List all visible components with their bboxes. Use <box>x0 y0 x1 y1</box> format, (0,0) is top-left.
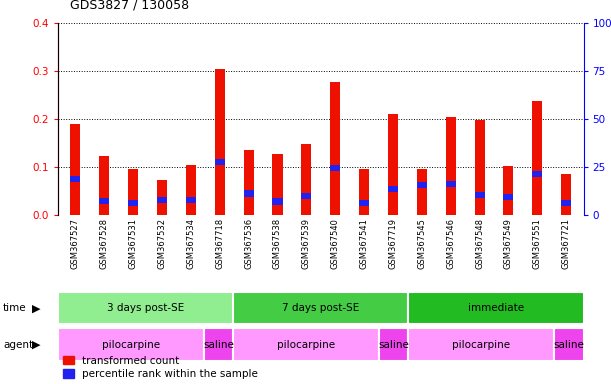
Text: GSM367545: GSM367545 <box>417 218 426 269</box>
Text: GSM367719: GSM367719 <box>389 218 397 269</box>
Text: GSM367546: GSM367546 <box>446 218 455 269</box>
Bar <box>359 169 369 215</box>
Bar <box>445 181 456 187</box>
Bar <box>186 197 196 203</box>
Text: GSM367538: GSM367538 <box>273 218 282 269</box>
Bar <box>214 159 225 166</box>
Bar <box>532 101 543 215</box>
Bar <box>388 185 398 192</box>
Text: immediate: immediate <box>468 303 524 313</box>
Bar <box>70 124 81 215</box>
Text: GSM367540: GSM367540 <box>331 218 340 269</box>
Text: GSM367541: GSM367541 <box>360 218 368 269</box>
Bar <box>445 117 456 215</box>
Text: saline: saline <box>554 339 584 350</box>
Bar <box>301 144 312 215</box>
Text: ▶: ▶ <box>32 339 40 350</box>
Bar <box>532 171 543 177</box>
Text: GSM367548: GSM367548 <box>475 218 484 269</box>
Text: GSM367718: GSM367718 <box>215 218 224 269</box>
Text: 3 days post-SE: 3 days post-SE <box>107 303 185 313</box>
Bar <box>233 328 379 361</box>
Bar <box>214 69 225 215</box>
Bar <box>157 180 167 215</box>
Bar <box>204 328 233 361</box>
Text: agent: agent <box>3 339 33 350</box>
Text: GSM367534: GSM367534 <box>186 218 196 269</box>
Bar <box>503 194 513 200</box>
Bar <box>554 328 584 361</box>
Bar <box>128 169 138 215</box>
Text: GSM367528: GSM367528 <box>100 218 109 269</box>
Text: saline: saline <box>378 339 409 350</box>
Bar <box>273 154 282 215</box>
Text: GSM367721: GSM367721 <box>562 218 571 269</box>
Text: pilocarpine: pilocarpine <box>102 339 160 350</box>
Bar <box>379 328 408 361</box>
Bar <box>330 82 340 215</box>
Legend: transformed count, percentile rank within the sample: transformed count, percentile rank withi… <box>64 356 258 379</box>
Bar <box>330 165 340 171</box>
Bar <box>157 197 167 203</box>
Bar <box>301 193 312 199</box>
Bar <box>58 292 233 324</box>
Bar <box>70 176 81 182</box>
Bar <box>561 174 571 215</box>
Text: GDS3827 / 130058: GDS3827 / 130058 <box>70 0 189 12</box>
Bar <box>408 328 554 361</box>
Bar <box>359 200 369 206</box>
Bar <box>417 182 427 189</box>
Bar <box>99 197 109 204</box>
Text: GSM367539: GSM367539 <box>302 218 311 269</box>
Text: GSM367551: GSM367551 <box>533 218 542 269</box>
Text: 7 days post-SE: 7 days post-SE <box>282 303 359 313</box>
Bar <box>503 166 513 215</box>
Bar <box>561 200 571 206</box>
Text: GSM367527: GSM367527 <box>71 218 80 269</box>
Bar <box>128 200 138 206</box>
Text: pilocarpine: pilocarpine <box>277 339 335 350</box>
Text: GSM367531: GSM367531 <box>128 218 137 269</box>
Bar <box>417 169 427 215</box>
Text: ▶: ▶ <box>32 303 40 313</box>
Bar <box>388 114 398 215</box>
Bar <box>273 199 282 205</box>
Bar <box>58 328 204 361</box>
Bar <box>244 150 254 215</box>
Text: saline: saline <box>203 339 234 350</box>
Text: pilocarpine: pilocarpine <box>452 339 510 350</box>
Text: GSM367549: GSM367549 <box>504 218 513 269</box>
Bar <box>233 292 408 324</box>
Bar <box>244 190 254 197</box>
Bar <box>99 157 109 215</box>
Bar <box>475 120 485 215</box>
Text: GSM367532: GSM367532 <box>158 218 166 269</box>
Text: time: time <box>3 303 27 313</box>
Text: GSM367536: GSM367536 <box>244 218 253 269</box>
Bar <box>408 292 584 324</box>
Bar <box>186 165 196 215</box>
Bar <box>475 192 485 198</box>
